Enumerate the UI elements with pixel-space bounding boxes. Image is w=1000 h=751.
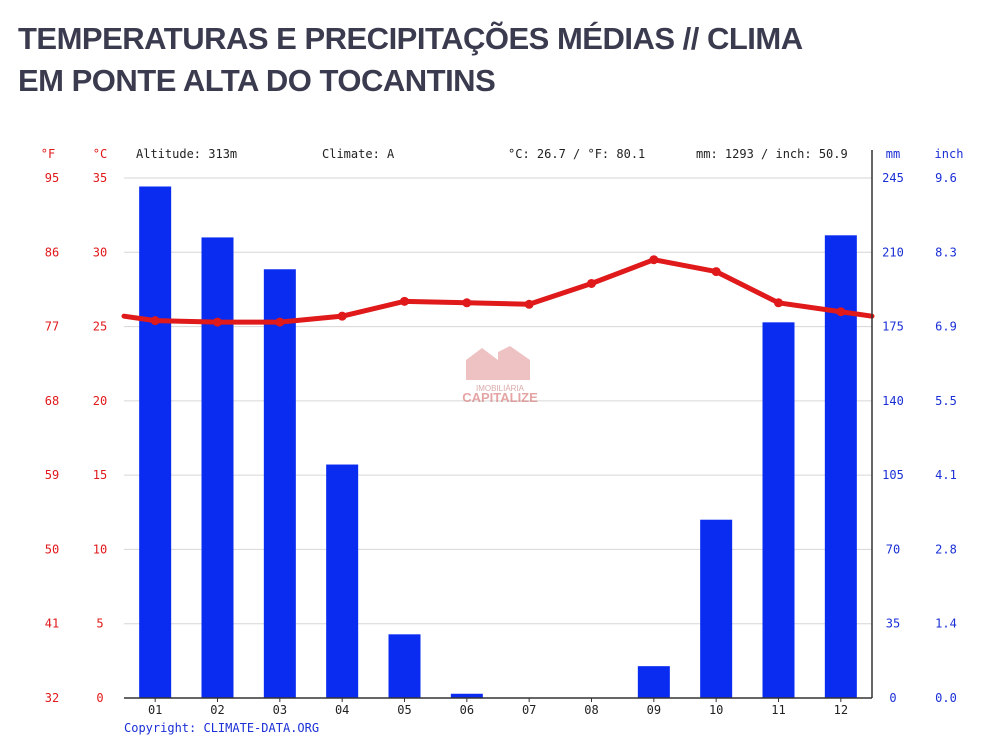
tick-labels: 32 0 0 0.0 41 5 35 1.4 50 10 70 2.8 59 15 105 4.1 68 20 14… xyxy=(45,171,957,717)
tick-label-c: 5 xyxy=(96,617,103,631)
month-tick-label: 07 xyxy=(522,703,536,717)
tick-label-f: 68 xyxy=(45,394,59,408)
watermark-logo: IMOBILIÁRIA CAPITALIZE xyxy=(462,346,538,405)
temperature-point xyxy=(524,299,534,309)
temperature-point xyxy=(462,298,472,308)
tick-label-c: 10 xyxy=(93,542,107,556)
tick-label-inch: 1.4 xyxy=(935,617,957,631)
precipitation-bar xyxy=(139,186,172,698)
precipitation-bar xyxy=(326,464,359,698)
month-tick-label: 01 xyxy=(148,703,162,717)
tick-label-mm: 70 xyxy=(886,542,900,556)
tick-label-inch: 5.5 xyxy=(935,394,957,408)
tick-label-c: 0 xyxy=(96,691,103,705)
month-tick-label: 02 xyxy=(210,703,224,717)
tick-label-mm: 245 xyxy=(882,171,904,185)
tick-label-f: 77 xyxy=(45,320,59,334)
temperature-point xyxy=(587,278,596,288)
chart-grid xyxy=(124,177,872,625)
tick-label-mm: 0 xyxy=(889,691,896,705)
tick-label-mm: 175 xyxy=(882,320,904,334)
temperature-line xyxy=(121,257,875,325)
unit-c-label: °C xyxy=(93,147,107,161)
tick-label-inch: 6.9 xyxy=(935,320,957,334)
tick-label-c: 15 xyxy=(93,468,107,482)
chart-axes xyxy=(124,150,873,702)
month-tick-label: 08 xyxy=(584,703,598,717)
precipitation-bar xyxy=(637,666,670,698)
precipitation-bar xyxy=(762,322,795,698)
precipitation-summary: mm: 1293 / inch: 50.9 xyxy=(696,147,848,161)
copyright-text: Copyright: CLIMATE-DATA.ORG xyxy=(124,721,319,735)
tick-label-c: 30 xyxy=(93,245,107,259)
watermark-line-2: CAPITALIZE xyxy=(462,390,538,405)
temperature-point xyxy=(711,267,721,277)
unit-inch-label: inch xyxy=(935,147,964,161)
precipitation-bar xyxy=(824,235,857,698)
tick-label-c: 20 xyxy=(93,394,107,408)
watermark-line-1: IMOBILIÁRIA xyxy=(476,384,525,393)
month-tick-label: 10 xyxy=(709,703,723,717)
page-title-line-2: EM PONTE ALTA DO TOCANTINS xyxy=(18,63,496,98)
precipitation-bar xyxy=(450,693,483,698)
unit-mm-label: mm xyxy=(886,147,900,161)
month-tick-label: 11 xyxy=(771,703,785,717)
month-tick-label: 09 xyxy=(647,703,661,717)
temperature-point xyxy=(774,298,783,308)
tick-label-mm: 140 xyxy=(882,394,904,408)
house-icon xyxy=(466,346,530,380)
temperature-point xyxy=(836,307,846,317)
month-tick-label: 03 xyxy=(273,703,287,717)
temperature-point xyxy=(337,311,347,321)
month-tick-label: 05 xyxy=(397,703,411,717)
page-title-line-1: TEMPERATURAS E PRECIPITAÇÕES MÉDIAS // C… xyxy=(18,21,803,56)
tick-label-inch: 4.1 xyxy=(935,468,957,482)
tick-label-inch: 0.0 xyxy=(935,691,957,705)
precipitation-bar xyxy=(201,237,234,698)
tick-label-f: 32 xyxy=(45,691,59,705)
precipitation-bar xyxy=(700,519,733,698)
month-tick-label: 12 xyxy=(834,703,848,717)
tick-label-mm: 105 xyxy=(882,468,904,482)
tick-label-f: 59 xyxy=(45,468,59,482)
climate-label: Climate: A xyxy=(322,147,395,161)
tick-label-inch: 9.6 xyxy=(935,171,957,185)
precipitation-bar xyxy=(388,634,421,698)
temperature-point xyxy=(275,317,285,327)
temperature-line-group xyxy=(121,255,875,327)
tick-label-inch: 2.8 xyxy=(935,542,957,556)
tick-label-f: 86 xyxy=(45,245,59,259)
tick-label-f: 50 xyxy=(45,542,59,556)
temperature-point xyxy=(213,317,222,327)
precipitation-bar xyxy=(263,269,296,698)
unit-f-label: °F xyxy=(41,147,55,161)
temperature-summary: °C: 26.7 / °F: 80.1 xyxy=(508,147,645,161)
tick-label-f: 41 xyxy=(45,617,59,631)
page-title: TEMPERATURAS E PRECIPITAÇÕES MÉDIAS // C… xyxy=(18,18,978,102)
tick-label-c: 25 xyxy=(93,320,107,334)
month-tick-label: 04 xyxy=(335,703,349,717)
altitude-label: Altitude: 313m xyxy=(136,147,237,161)
tick-label-inch: 8.3 xyxy=(935,245,957,259)
tick-label-f: 95 xyxy=(45,171,59,185)
temperature-point xyxy=(649,255,659,265)
month-tick-label: 06 xyxy=(460,703,474,717)
tick-label-mm: 35 xyxy=(886,617,900,631)
tick-label-c: 35 xyxy=(93,171,107,185)
temperature-point xyxy=(150,316,160,326)
temperature-point xyxy=(400,296,409,306)
tick-label-mm: 210 xyxy=(882,245,904,259)
precipitation-bars xyxy=(139,186,857,698)
